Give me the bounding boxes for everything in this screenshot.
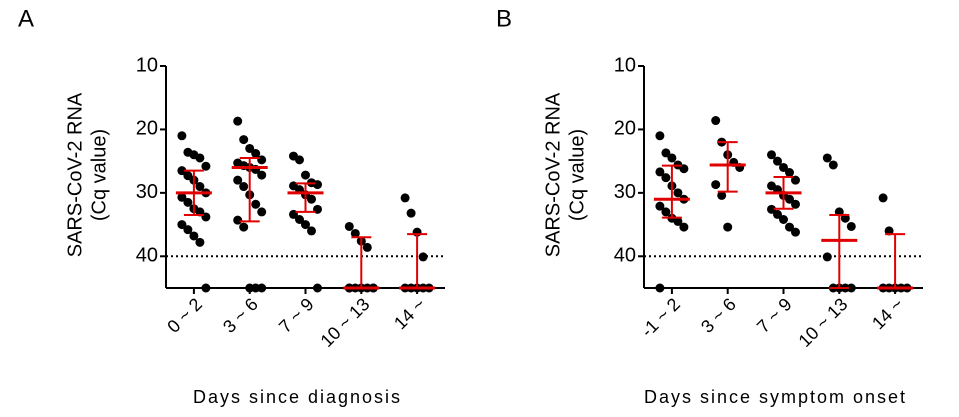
dot [779,214,788,224]
dot [846,221,856,231]
dot [257,207,267,217]
dot [418,252,428,262]
dot [711,116,721,126]
panel-label: A [18,5,34,32]
dot [785,168,794,178]
dot [257,155,267,165]
dot [673,216,683,226]
dot [251,199,261,209]
dot [679,222,689,232]
y-tick-label: 20 [614,118,636,140]
dot [773,156,782,166]
dot [183,225,193,235]
dot [195,182,205,192]
dot [673,188,683,198]
dot [791,199,800,209]
dot [201,283,211,293]
dot [822,252,832,262]
y-axis-title: SARS-CoV-2 RNA [542,92,564,257]
panel-label: B [496,5,512,32]
dot [717,190,727,200]
dot [785,194,794,204]
dot [233,215,243,225]
dot [177,131,187,141]
dot [362,242,372,252]
x-tick-label: 10 ~ 13 [795,294,852,351]
dot [307,226,316,236]
y-tick-label: 10 [614,54,636,76]
dot [201,212,211,222]
dot [177,166,187,176]
dot [779,162,788,172]
dot [301,170,310,180]
y-axis-title: (Cq value) [88,129,110,221]
dot [406,208,416,218]
dot [400,193,410,203]
dot [251,149,261,159]
dot [655,131,665,141]
dot [177,220,187,230]
dot [773,209,782,219]
dot [307,194,316,204]
dot [785,222,794,232]
dot [257,283,267,293]
y-tick-label: 30 [136,181,158,203]
dot [791,227,800,237]
dot [313,283,322,293]
dot [295,214,304,224]
dot [846,283,856,293]
dot [655,201,665,211]
y-tick-label: 30 [614,181,636,203]
y-tick-label: 40 [614,245,636,267]
dot [239,222,249,232]
dot [828,160,838,170]
x-tick-label: 0 ~ 2 [163,294,206,337]
dot [183,197,193,207]
dot [313,180,322,190]
dot [239,182,249,192]
x-tick-label: 3 ~ 6 [219,294,262,337]
x-tick-label: 7 ~ 9 [753,294,796,337]
dot [350,228,360,238]
x-tick-label: 3 ~ 6 [697,294,740,337]
dot [201,161,211,171]
dot [344,221,354,231]
y-axis-title: (Cq value) [566,129,588,221]
dot [878,193,888,203]
x-tick-label: 14 ~ [868,294,907,333]
dot [767,204,776,214]
dot [195,237,205,247]
dot [661,207,671,217]
dot [723,222,733,232]
x-tick-label: -1 ~ 2 [637,294,684,341]
dot [245,143,255,153]
x-tick-label: 7 ~ 9 [275,294,318,337]
x-axis-title: Days since diagnosis [193,387,402,407]
dot [295,155,304,165]
dot [661,173,671,183]
dot [711,180,721,190]
x-tick-label: 10 ~ 13 [317,294,374,351]
y-tick-label: 40 [136,245,158,267]
dot [239,135,249,145]
dot [257,170,267,180]
dot [655,283,665,293]
x-axis-title: Days since symptom onset [644,387,907,407]
dot [195,153,205,163]
y-tick-label: 20 [136,118,158,140]
dot [822,153,832,163]
dot [301,220,310,230]
dot [767,150,776,160]
dot [233,175,243,185]
x-tick-label: 14 ~ [390,294,429,333]
y-tick-label: 10 [136,54,158,76]
dot [189,231,199,241]
dot [233,116,243,126]
dot [667,153,677,163]
dot [177,192,187,202]
y-axis-title: SARS-CoV-2 RNA [64,92,86,257]
dot [655,167,665,177]
dot [661,148,671,158]
